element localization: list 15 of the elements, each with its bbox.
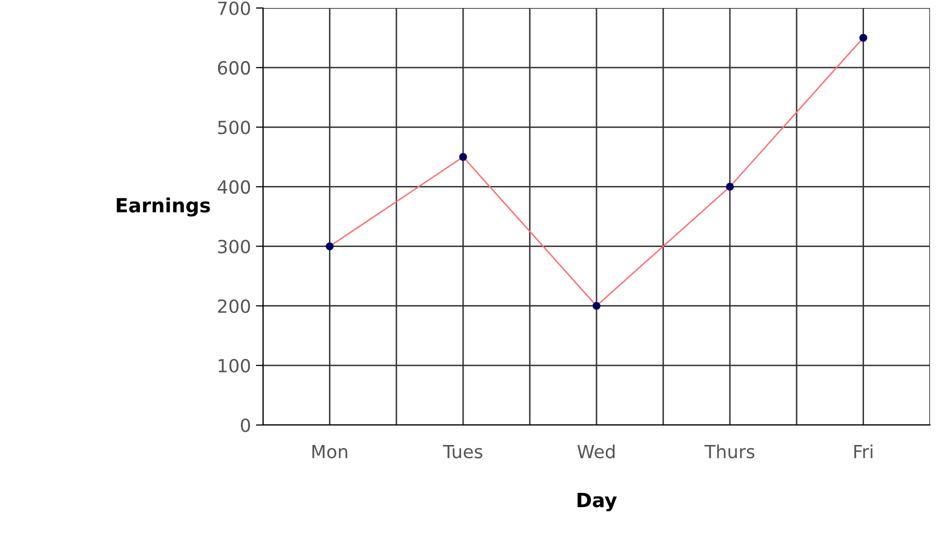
x-axis-title: Day bbox=[578, 492, 617, 512]
x-tick-label: Mon bbox=[312, 445, 348, 458]
y-tick-label: 100 bbox=[218, 358, 250, 373]
y-tick-label: 400 bbox=[218, 180, 250, 194]
x-tick-label: Fri bbox=[854, 444, 872, 458]
x-tick-label: Wed bbox=[577, 444, 615, 458]
y-tick-label: 500 bbox=[218, 120, 250, 134]
x-tick-label: Thurs bbox=[704, 444, 754, 458]
y-tick-label: 600 bbox=[218, 61, 250, 75]
y-tick-label: 0 bbox=[240, 418, 250, 432]
y-tick-label: 300 bbox=[218, 240, 250, 254]
x-tick-label: Tues bbox=[442, 445, 482, 458]
y-tick-label: 200 bbox=[218, 299, 250, 313]
y-axis-title: Earnings bbox=[116, 198, 210, 216]
y-tick-label: 700 bbox=[218, 1, 250, 16]
